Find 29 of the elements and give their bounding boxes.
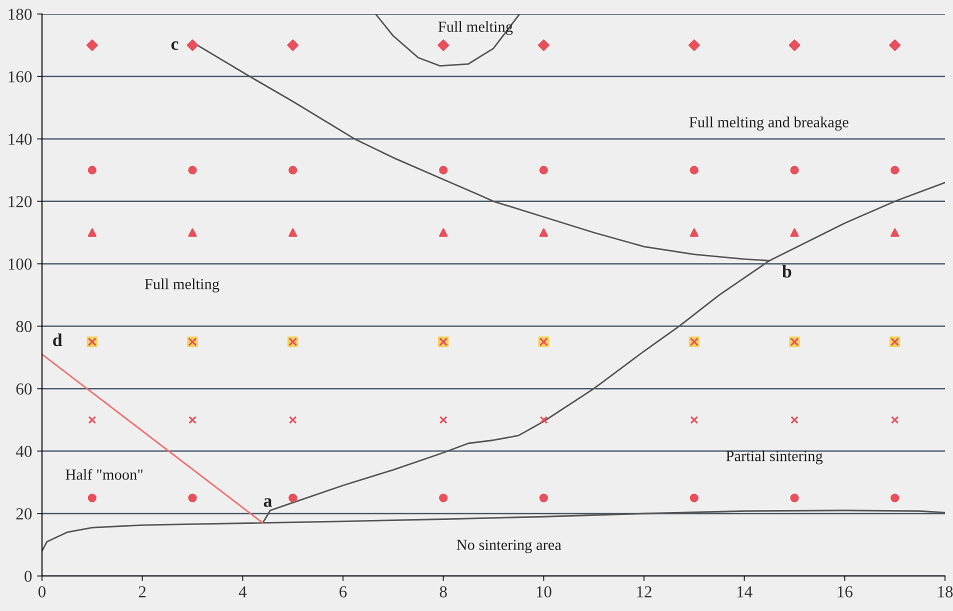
annotation: No sintering area xyxy=(456,540,562,554)
x-tick-label: 16 xyxy=(838,586,853,598)
annotation: Full melting xyxy=(144,278,220,292)
y-tick-label: 180 xyxy=(8,8,32,20)
x-tick-label: 8 xyxy=(440,586,447,598)
y-tick-label: 100 xyxy=(8,258,32,270)
y-tick-label: 40 xyxy=(16,446,32,458)
y-tick-label: 160 xyxy=(8,71,32,82)
y-tick-label: 80 xyxy=(16,320,32,332)
x-tick-label: 0 xyxy=(38,586,46,598)
annotation: d xyxy=(53,333,62,346)
annotation: b xyxy=(782,264,792,278)
annotation: Full melting and breakage xyxy=(689,116,848,131)
x-tick-label: 18 xyxy=(938,586,953,598)
y-tick-label: 0 xyxy=(24,570,32,582)
x-tick-label: 12 xyxy=(637,586,652,598)
annotation: Partial sintering xyxy=(726,450,823,464)
y-tick-label: 60 xyxy=(16,383,32,395)
annotation: Half "moon" xyxy=(66,468,142,480)
x-tick-label: 6 xyxy=(340,586,347,598)
annotation: c xyxy=(171,41,178,50)
annotation: a xyxy=(264,498,272,507)
x-tick-label: 2 xyxy=(138,586,146,598)
x-tick-label: 14 xyxy=(737,586,752,598)
y-tick-label: 20 xyxy=(16,508,32,520)
y-tick-label: 120 xyxy=(8,196,32,208)
x-tick-label: 4 xyxy=(238,586,247,598)
x-tick-label: 10 xyxy=(536,586,552,598)
y-tick-label: 140 xyxy=(8,134,32,145)
